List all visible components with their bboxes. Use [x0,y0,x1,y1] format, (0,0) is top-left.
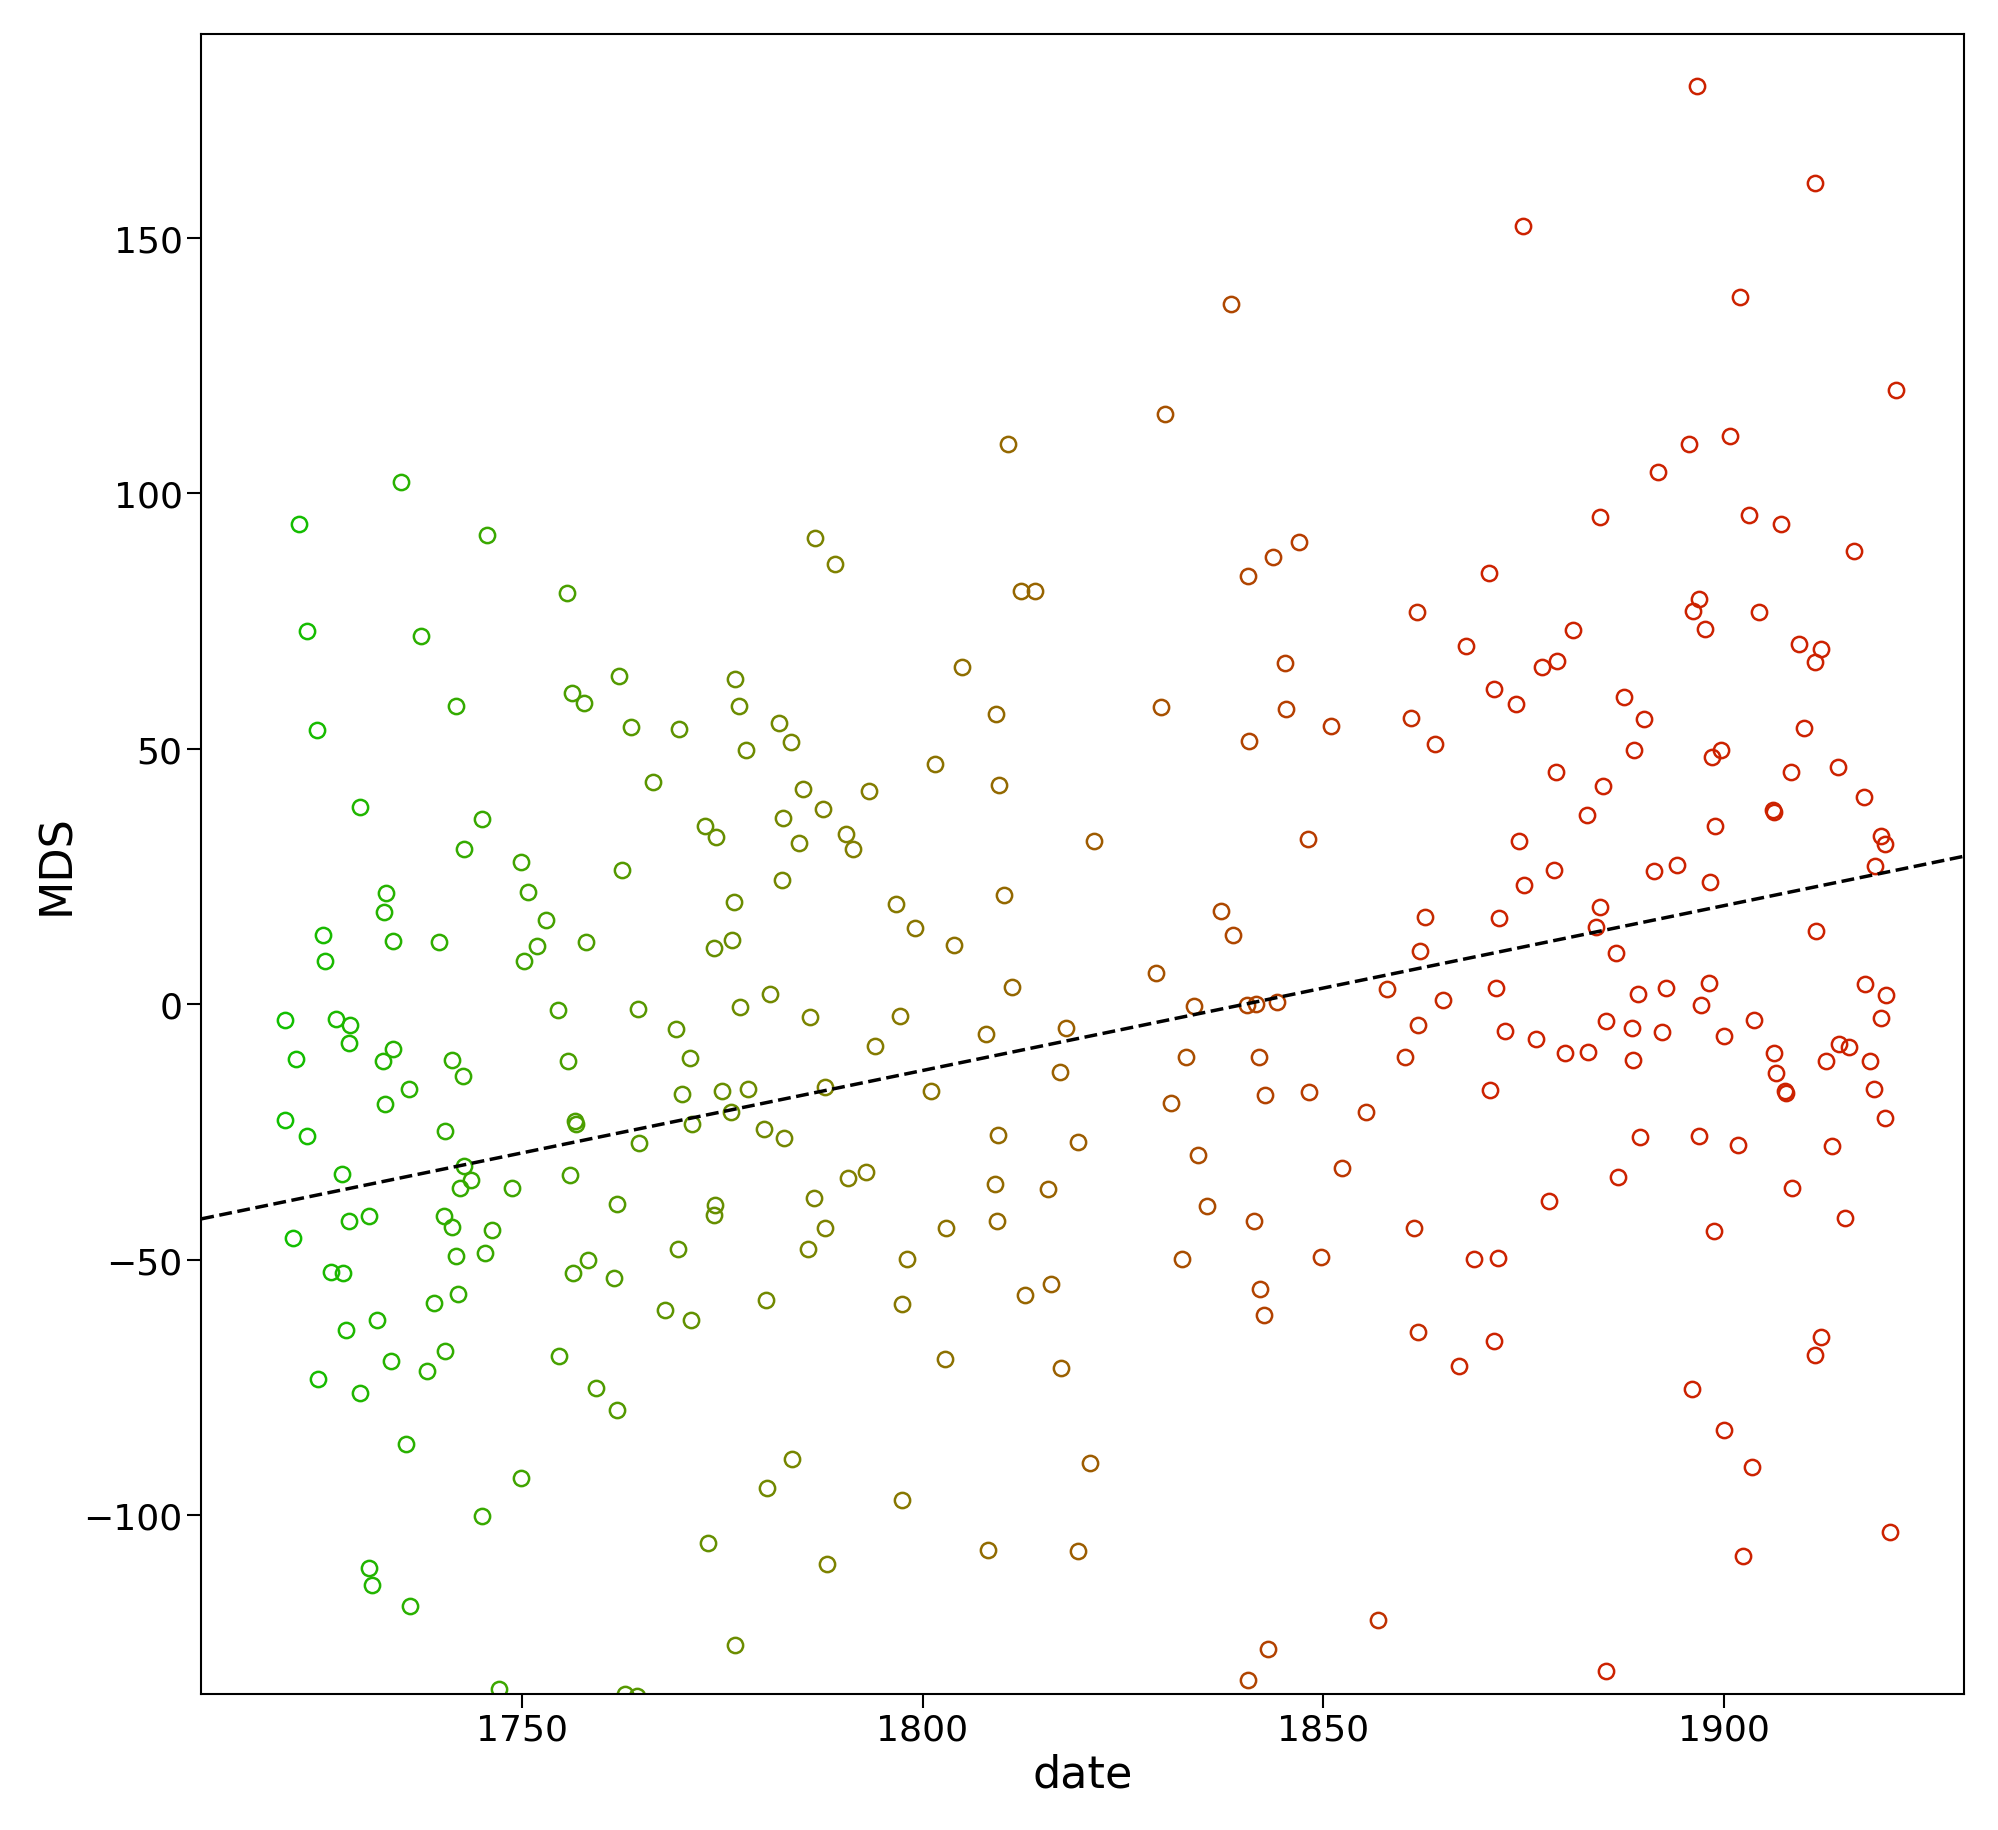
Y-axis label: MDS: MDS [34,814,78,915]
X-axis label: date: date [1033,1753,1133,1795]
